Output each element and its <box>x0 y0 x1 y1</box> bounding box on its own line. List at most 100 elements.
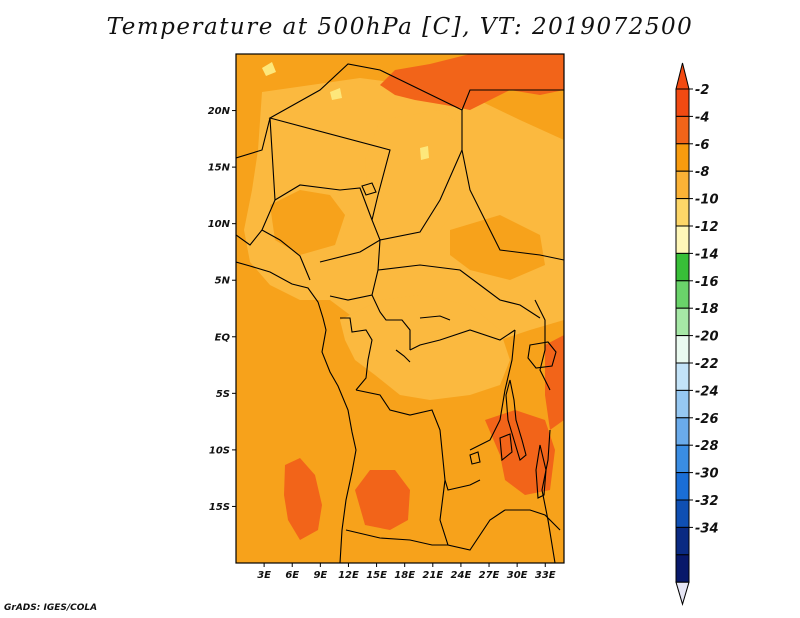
footer-credit: GrADS: IGES/COLA <box>4 603 98 613</box>
colorbar-swatch <box>675 499 690 528</box>
colorbar: -2 -4 -6 -8 -10 -12 -14 -16 -18 -20 -22 -24 -26 -28 -3… <box>675 62 719 606</box>
border-east-1 <box>534 299 551 391</box>
colorbar-label: -18 <box>695 302 719 317</box>
lakes <box>361 182 557 499</box>
lat-tick-label: 20N <box>208 106 231 117</box>
colorbar-swatch <box>675 225 690 254</box>
field-speck-2 <box>420 146 429 160</box>
lon-tick-label: 12E <box>338 570 359 581</box>
border-congo <box>340 317 373 391</box>
border-car <box>377 264 541 319</box>
lat-tick-label: 10N <box>208 219 231 230</box>
colorbar-swatch <box>675 115 690 145</box>
border-angola <box>355 389 481 491</box>
colorbar-swatch <box>675 280 690 309</box>
colorbar-top-triangle <box>675 62 690 90</box>
lon-tick-label: 3E <box>257 570 271 581</box>
lon-tick-label: 6E <box>285 570 299 581</box>
colorbar-swatch <box>675 444 690 474</box>
field-speck-3 <box>330 88 342 100</box>
field-hot-lake-region <box>485 410 555 495</box>
lat-tick-label: 15S <box>209 502 230 513</box>
lat-tick-label: 10S <box>209 445 230 456</box>
lon-tick-label: 30E <box>507 570 528 581</box>
colorbar-swatch <box>675 472 690 501</box>
colorbar-swatch <box>675 554 690 583</box>
field-hot-east-coast <box>545 335 564 430</box>
border-namibia <box>345 529 448 546</box>
colorbar-swatch <box>675 88 690 117</box>
lake-tanganyika <box>505 379 527 461</box>
country-borders <box>236 63 564 563</box>
border-drc-north <box>409 329 516 351</box>
border-zambia <box>439 479 506 551</box>
colorbar-label: -28 <box>695 439 719 454</box>
border-east-2 <box>505 509 561 531</box>
lake-mweru <box>469 451 481 465</box>
colorbar-label: -24 <box>695 384 719 399</box>
river-congo-1 <box>419 315 451 321</box>
field-region-north-center <box>365 110 470 240</box>
colorbar-swatch <box>675 143 690 172</box>
colorbar-swatch <box>675 198 690 227</box>
colorbar-label: -34 <box>695 521 719 536</box>
colorbar-swatch <box>675 307 690 337</box>
field-region-central-patch <box>450 215 545 280</box>
lon-tick-label: 9E <box>313 570 327 581</box>
lake-chad <box>361 182 377 196</box>
colorbar-swatch <box>675 389 690 419</box>
lat-tick-label: 15N <box>208 163 231 174</box>
colorbar-swatch <box>675 252 690 282</box>
colorbar-label: -32 <box>695 494 719 509</box>
field-hot-northeast <box>380 54 564 110</box>
border-west-mid <box>261 229 311 281</box>
lat-tick-label: EQ <box>215 332 231 343</box>
colorbar-bottom-triangle <box>675 581 690 606</box>
colorbar-label: -8 <box>695 165 709 180</box>
lon-tick-label: 18E <box>394 570 415 581</box>
border-sahel-2 <box>461 89 564 111</box>
lat-tick-label: 5S <box>216 389 230 400</box>
colorbar-swatch <box>675 170 690 200</box>
lake-malawi <box>535 444 547 499</box>
field-speck-1 <box>262 62 276 76</box>
latitude-axis: 20N 15N 10N 5N EQ 5S 10S 15S <box>208 106 236 513</box>
lon-tick-label: 33E <box>535 570 556 581</box>
river-congo-2 <box>395 349 411 363</box>
colorbar-swatch <box>675 526 690 556</box>
colorbar-swatch <box>675 362 690 391</box>
field-region-west-patch <box>270 190 345 255</box>
colorbar-label: -30 <box>695 467 719 482</box>
colorbar-swatch <box>675 335 690 364</box>
lake-victoria <box>527 341 557 369</box>
lon-tick-label: 21E <box>422 570 443 581</box>
border-drc-east <box>469 329 516 451</box>
colorbar-label: -12 <box>695 220 719 235</box>
field-region-congo <box>340 295 510 400</box>
border-east-3 <box>541 429 556 563</box>
colorbar-label: -4 <box>695 110 709 125</box>
map-frame <box>235 53 565 564</box>
temperature-field <box>236 54 564 563</box>
colorbar-label: -20 <box>695 330 719 345</box>
lon-tick-label: 24E <box>451 570 472 581</box>
lat-tick-label: 5N <box>215 276 231 287</box>
border-sahel-1 <box>274 184 373 221</box>
longitude-axis: 3E 6E 9E 12E 15E 18E 21E 24E 27E 30E 33E <box>257 563 556 581</box>
colorbar-label: -14 <box>695 247 719 262</box>
lake-kivu <box>499 433 513 462</box>
lon-tick-label: 27E <box>479 570 500 581</box>
border-sudan <box>461 149 564 261</box>
lon-tick-label: 15E <box>366 570 387 581</box>
field-hot-angola <box>355 470 410 530</box>
colorbar-label: -10 <box>695 193 719 208</box>
colorbar-label: -16 <box>695 275 719 290</box>
field-hot-namibia-coast <box>284 458 322 540</box>
colorbar-label: -22 <box>695 357 719 372</box>
colorbar-label: -26 <box>695 412 719 427</box>
colorbar-swatch <box>675 417 690 446</box>
border-north-1 <box>268 63 463 241</box>
colorbar-label: -6 <box>695 138 709 153</box>
west-africa-coastline <box>236 261 357 563</box>
